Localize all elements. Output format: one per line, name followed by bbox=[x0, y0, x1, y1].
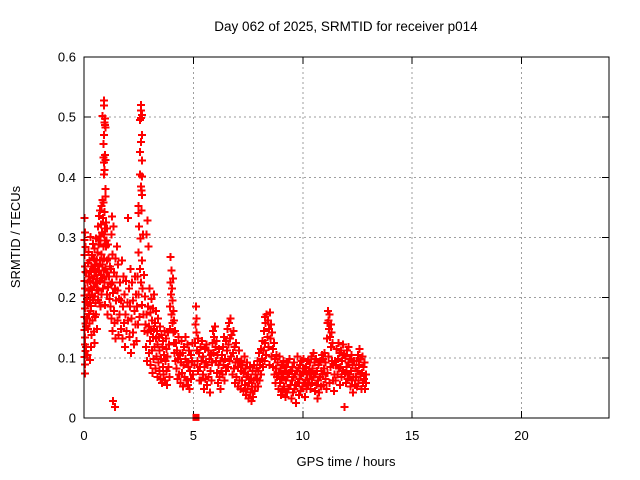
y-tick-label: 0.4 bbox=[58, 170, 76, 185]
data-points bbox=[80, 96, 371, 421]
y-axis-label: SRMTID / TECUs bbox=[8, 185, 23, 288]
scatter-point-square bbox=[192, 413, 200, 421]
tick-labels: 0 5 10 15 20 0 0.1 0.2 0.3 0.4 0.5 0.6 bbox=[58, 50, 529, 444]
y-tick-label: 0.2 bbox=[58, 290, 76, 305]
x-axis-label: GPS time / hours bbox=[297, 454, 396, 469]
y-tick-label: 0.1 bbox=[58, 350, 76, 365]
x-tick-label: 0 bbox=[80, 428, 87, 443]
y-tick-label: 0.6 bbox=[58, 50, 76, 65]
scatter-points-plus bbox=[80, 96, 371, 412]
x-tick-label: 15 bbox=[405, 428, 419, 443]
y-tick-label: 0 bbox=[69, 411, 76, 426]
y-tick-label: 0.5 bbox=[58, 110, 76, 125]
chart-title: Day 062 of 2025, SRMTID for receiver p01… bbox=[214, 19, 478, 34]
plot-border bbox=[83, 56, 610, 419]
y-tick-label: 0.3 bbox=[58, 230, 76, 245]
x-tick-label: 10 bbox=[296, 428, 310, 443]
x-tick-label: 5 bbox=[190, 428, 197, 443]
x-tick-label: 20 bbox=[514, 428, 528, 443]
